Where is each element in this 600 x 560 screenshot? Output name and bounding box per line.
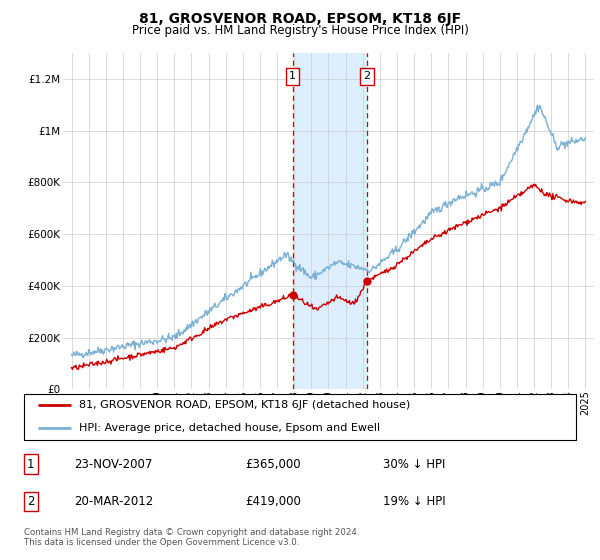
Text: £365,000: £365,000 xyxy=(245,458,301,470)
Text: Price paid vs. HM Land Registry's House Price Index (HPI): Price paid vs. HM Land Registry's House … xyxy=(131,24,469,36)
Text: 2: 2 xyxy=(27,495,34,508)
Text: 1: 1 xyxy=(27,458,34,470)
Text: HPI: Average price, detached house, Epsom and Ewell: HPI: Average price, detached house, Epso… xyxy=(79,423,380,433)
Text: Contains HM Land Registry data © Crown copyright and database right 2024.
This d: Contains HM Land Registry data © Crown c… xyxy=(24,528,359,547)
Text: 2: 2 xyxy=(364,72,371,81)
Text: 30% ↓ HPI: 30% ↓ HPI xyxy=(383,458,445,470)
Bar xyxy=(293,53,367,389)
Text: 81, GROSVENOR ROAD, EPSOM, KT18 6JF: 81, GROSVENOR ROAD, EPSOM, KT18 6JF xyxy=(139,12,461,26)
Text: £419,000: £419,000 xyxy=(245,495,301,508)
Text: 23-NOV-2007: 23-NOV-2007 xyxy=(74,458,152,470)
Text: 1: 1 xyxy=(289,72,296,81)
Text: 20-MAR-2012: 20-MAR-2012 xyxy=(74,495,153,508)
Text: 81, GROSVENOR ROAD, EPSOM, KT18 6JF (detached house): 81, GROSVENOR ROAD, EPSOM, KT18 6JF (det… xyxy=(79,400,410,410)
Text: 19% ↓ HPI: 19% ↓ HPI xyxy=(383,495,445,508)
